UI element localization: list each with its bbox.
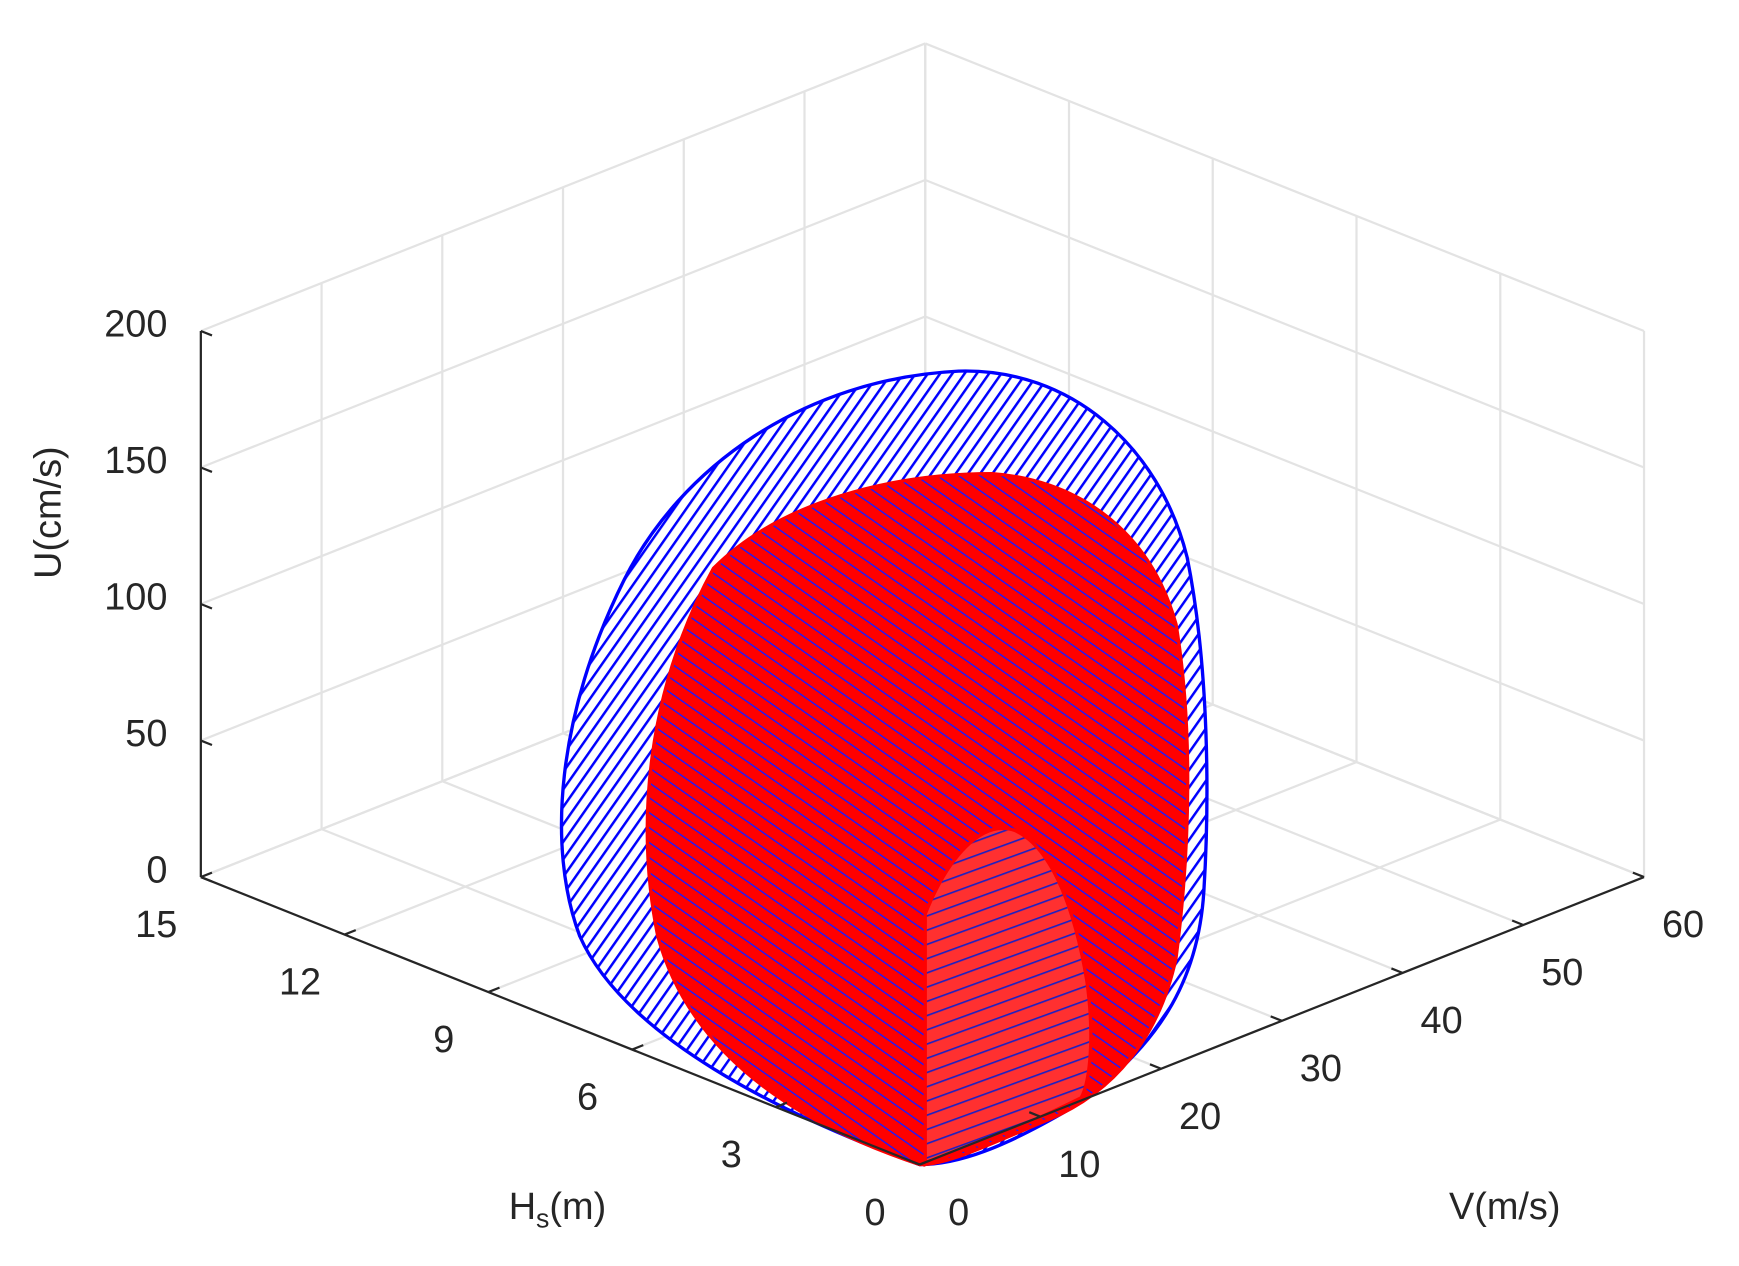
x-tick <box>1632 871 1645 879</box>
y-tick-label: 6 <box>577 1077 598 1119</box>
axis-line <box>200 876 921 1166</box>
z-tick-label: 100 <box>104 577 167 619</box>
y-label-sub: s <box>536 1203 549 1233</box>
y-tick-label: 0 <box>865 1192 886 1234</box>
x-tick <box>1270 1015 1283 1022</box>
grid-line <box>200 315 926 606</box>
y-tick-label: 3 <box>721 1134 742 1176</box>
y-tick-label: 12 <box>279 962 321 1004</box>
y-tick <box>919 1159 932 1166</box>
y-tick <box>775 1101 788 1109</box>
x-tick-label: 30 <box>1300 1048 1342 1090</box>
y-tick <box>344 929 357 936</box>
z-tick <box>200 876 213 883</box>
z-tick-label: 200 <box>104 304 167 346</box>
x-tick <box>1391 967 1403 974</box>
z-tick <box>200 739 213 747</box>
z-tick-label: 150 <box>104 440 167 482</box>
z-axis-label: U(cm/s) <box>27 446 69 579</box>
grid-line <box>200 42 926 333</box>
x-tick <box>1028 1111 1041 1118</box>
z-tick <box>200 466 213 473</box>
surfaces <box>559 369 1209 1167</box>
x-tick-label: 40 <box>1421 1000 1463 1042</box>
y-label-unit: (m) <box>549 1186 606 1228</box>
x-tick-label: 20 <box>1179 1096 1221 1138</box>
z-tick-label: 50 <box>125 713 167 755</box>
x-tick <box>1511 919 1524 927</box>
x-tick <box>908 1159 921 1166</box>
x-tick-label: 0 <box>948 1192 969 1234</box>
z-tick <box>200 329 213 337</box>
grid-line <box>924 315 1645 606</box>
grid-line <box>924 178 1645 469</box>
y-axis-label: Hs(m) <box>509 1186 607 1233</box>
z-tick-label: 0 <box>146 850 167 892</box>
y-label-main: H <box>509 1186 536 1228</box>
y-tick <box>200 871 213 879</box>
x-tick-label: 60 <box>1662 904 1704 946</box>
grid-line <box>924 42 1645 333</box>
x-axis-label: V(m/s) <box>1449 1186 1561 1228</box>
z-tick <box>200 602 213 610</box>
grid-line <box>200 178 926 469</box>
y-tick-label: 9 <box>433 1019 454 1061</box>
x-tick-label: 50 <box>1541 952 1583 994</box>
y-tick <box>487 986 500 994</box>
y-tick-label: 15 <box>135 904 177 946</box>
x-tick <box>1149 1063 1162 1070</box>
red-front-face <box>923 826 1093 1167</box>
y-tick <box>631 1044 644 1051</box>
x-tick-label: 10 <box>1058 1144 1100 1186</box>
